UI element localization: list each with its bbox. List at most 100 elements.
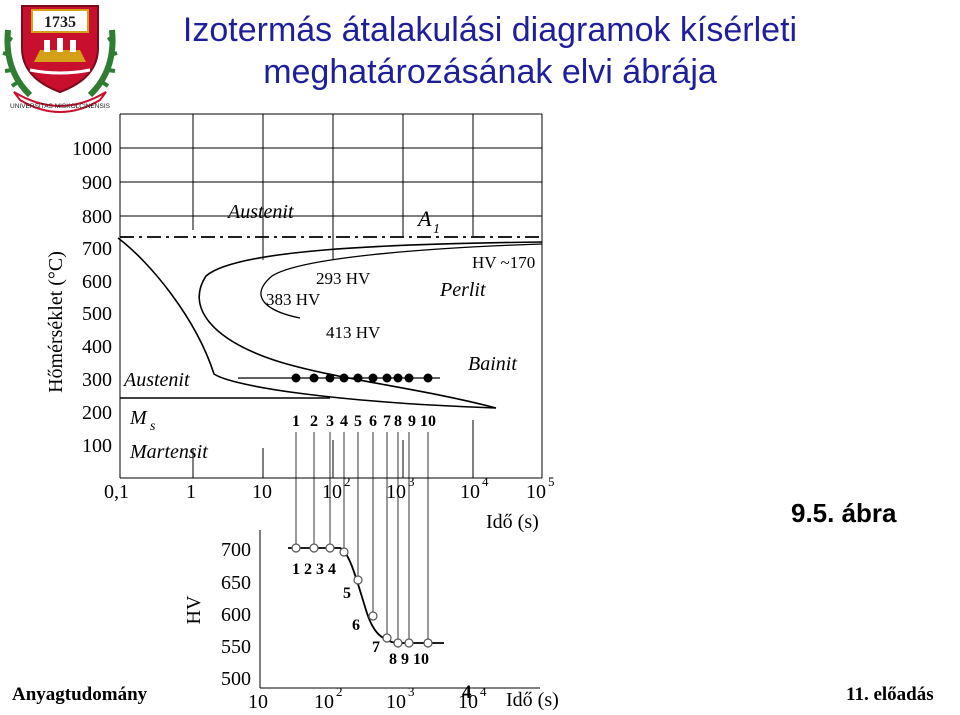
hv-x-tick: 10: [458, 691, 478, 713]
label-martensit: Martensit: [129, 441, 208, 463]
hv-point-label: 6: [352, 617, 360, 634]
sample-dot: [339, 373, 349, 383]
hv-x-tick-exponent: 4: [480, 684, 487, 699]
y-tick: 800: [82, 206, 112, 228]
sample-dot: [309, 373, 319, 383]
sample-dot: [353, 373, 363, 383]
hv-y-tick: 600: [221, 604, 251, 626]
footer-right: 11. előadás: [846, 684, 934, 705]
hv-x-tick-exponent: 2: [336, 684, 343, 699]
ttt-y-ticks: 1000 900 800 700 600 500 400 300 200 100: [72, 138, 112, 457]
x-tick-exponent: 4: [482, 474, 489, 489]
hv-point: [368, 611, 378, 621]
hv-y-axis-label: HV: [183, 595, 205, 624]
y-tick: 100: [82, 435, 112, 457]
sample-number: 3: [326, 413, 334, 430]
hv-point: [325, 543, 335, 553]
sample-number: 6: [369, 413, 377, 430]
ttt-x-ticks: 0,1 1 10 10 2 10 3 10 4 10 5: [104, 474, 555, 503]
x-tick-exponent: 2: [344, 474, 351, 489]
hv-y-tick: 650: [221, 572, 251, 594]
label-austenit-top: Austenit: [226, 201, 294, 223]
logo-ring-text: UNIVERSITAS MISKOLCINENSIS: [10, 103, 111, 110]
finish-curve: [198, 241, 543, 409]
sample-dot: [291, 373, 301, 383]
x-tick-exponent: 5: [548, 474, 555, 489]
hv-y-tick: 500: [221, 668, 251, 690]
x-tick: 10: [322, 481, 342, 503]
x-tick: 1: [186, 481, 196, 503]
y-tick: 300: [82, 369, 112, 391]
footer-left: Anyagtudomány: [12, 684, 148, 705]
label-hv-413: 413 HV: [326, 323, 381, 342]
sample-dot: [393, 373, 403, 383]
label-hv-293: 293 HV: [316, 269, 371, 288]
hv-x-tick-exponent: 3: [408, 684, 415, 699]
university-logo: 1735 UNIVERSITAS MISKOLCINENSIS: [2, 5, 118, 113]
partial-curve: [260, 243, 543, 319]
label-a1: A: [416, 206, 432, 231]
label-hv-170: HV ~170: [472, 253, 535, 272]
hv-y-tick: 550: [221, 636, 251, 658]
guide-lines: [295, 432, 429, 643]
label-hv-383: 383 HV: [266, 290, 321, 309]
hv-point: [291, 543, 301, 553]
hv-points: [291, 543, 433, 648]
sample-dot: [404, 373, 414, 383]
hv-point: [309, 543, 319, 553]
sample-number: 4: [340, 413, 348, 430]
hv-y-tick: 700: [221, 539, 251, 561]
label-a1-sub: 1: [433, 222, 440, 237]
hv-point-label: 7: [372, 639, 380, 656]
hv-point: [423, 638, 433, 648]
hv-point: [393, 638, 403, 648]
sample-number: 10: [420, 413, 436, 430]
sample-number: 8: [394, 413, 402, 430]
x-tick: 10: [252, 481, 272, 503]
hv-frame: [259, 530, 540, 689]
hv-y-ticks: 700 650 600 550 500: [221, 539, 251, 690]
hv-point-label: 5: [343, 585, 351, 602]
x-tick: 10: [460, 481, 480, 503]
ttt-grid: [119, 113, 543, 479]
y-tick: 1000: [72, 138, 112, 160]
y-tick: 400: [82, 336, 112, 358]
sample-dot: [423, 373, 433, 383]
sample-number: 7: [383, 413, 391, 430]
label-ms-sub: s: [150, 419, 156, 434]
y-tick: 200: [82, 402, 112, 424]
sample-number: 1: [292, 413, 300, 430]
sample-numbers: 1 2 3 4 5 6 7 8 9 10: [292, 413, 436, 430]
sample-dot: [325, 373, 335, 383]
hv-point: [404, 638, 414, 648]
ttt-region-labels: Austenit A 1 Perlit Bainit Austenit M s …: [122, 201, 517, 463]
page-title-line-2: meghatározásának elvi ábrája: [263, 53, 717, 91]
label-ms: M: [129, 407, 148, 429]
label-perlit: Perlit: [439, 279, 486, 301]
hv-x-tick: 10: [386, 691, 406, 713]
hv-x-axis-label: Idő (s): [506, 689, 559, 711]
hv-point: [339, 547, 349, 557]
label-austenit-left: Austenit: [122, 369, 190, 391]
ttt-diagram: 1000 900 800 700 600 500 400 300 200 100…: [45, 113, 555, 643]
hv-point: [353, 575, 363, 585]
footer-page-number: 4: [462, 682, 472, 703]
logo-year: 1735: [44, 14, 76, 31]
sample-dot: [368, 373, 378, 383]
hv-point-label: 8 9 10: [389, 651, 429, 668]
sample-number: 9: [408, 413, 416, 430]
sample-number: 2: [310, 413, 318, 430]
y-tick: 500: [82, 303, 112, 325]
ttt-y-axis-label: Hőmérséklet (°C): [45, 251, 67, 393]
hv-x-tick: 10: [314, 691, 334, 713]
sample-number: 5: [354, 413, 362, 430]
figure-label: 9.5. ábra: [791, 498, 897, 528]
x-tick-exponent: 3: [408, 474, 415, 489]
label-bainit: Bainit: [468, 353, 517, 375]
start-curve: [117, 237, 497, 409]
hv-chart: 700 650 600 550 500 HV 10 10 2 10 3 10 4…: [183, 530, 559, 713]
y-tick: 700: [82, 238, 112, 260]
y-tick: 900: [82, 172, 112, 194]
hv-point-labels: 1 2 3 4 5 6 7 8 9 10: [292, 561, 429, 668]
